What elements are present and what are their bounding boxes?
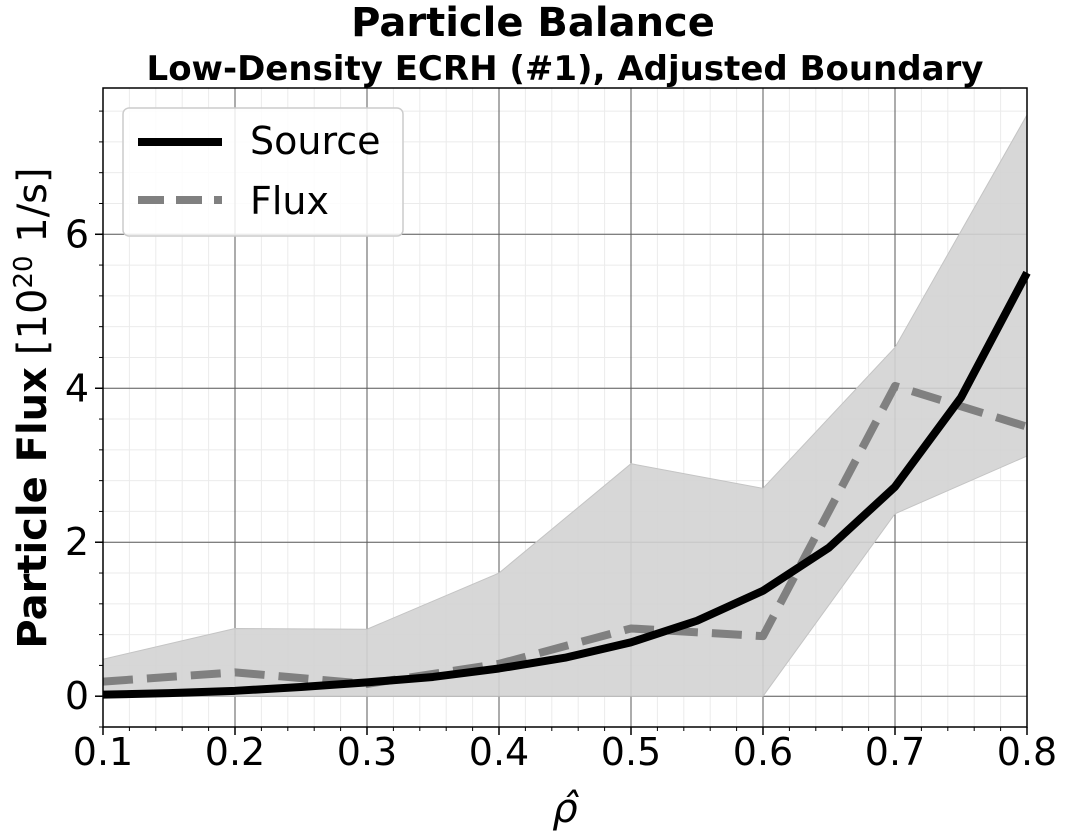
axis-ticks: 0.1 0.2 0.3 0.4 0.5 0.6 0.7 0.8 0 2 4 6 bbox=[65, 110, 1057, 774]
x-tick-label: 0.8 bbox=[997, 730, 1057, 774]
chart-subtitle: Low-Density ECRH (#1), Adjusted Boundary bbox=[147, 49, 984, 89]
series-line-source bbox=[102, 270, 1031, 699]
y-axis-label-unit-suffix: 1/s] bbox=[10, 167, 56, 255]
x-tick-label: 0.2 bbox=[205, 730, 265, 774]
legend-label-source: Source bbox=[250, 119, 381, 163]
legend-label-flux: Flux bbox=[250, 179, 329, 223]
y-axis-label-exponent: 20 bbox=[9, 255, 39, 288]
chart-title: Particle Balance bbox=[351, 0, 715, 46]
x-tick-label: 0.3 bbox=[337, 730, 397, 774]
y-tick-label: 6 bbox=[65, 212, 89, 256]
legend: Source Flux bbox=[122, 107, 404, 237]
y-axis-label: Particle Flux [1020 1/s] bbox=[9, 167, 56, 648]
x-tick-label: 0.6 bbox=[733, 730, 793, 774]
series-line-flux bbox=[102, 381, 1029, 688]
x-tick-label: 0.4 bbox=[469, 730, 529, 774]
y-axis-label-bold: Particle Flux bbox=[10, 367, 56, 649]
x-tick-label: 0.7 bbox=[865, 730, 925, 774]
x-tick-label: 0.1 bbox=[73, 730, 133, 774]
y-axis-label-units: [10 bbox=[10, 289, 56, 356]
y-tick-label: 4 bbox=[65, 366, 89, 410]
y-tick-label: 2 bbox=[65, 520, 89, 564]
y-tick-label: 0 bbox=[65, 674, 89, 718]
x-tick-label: 0.5 bbox=[601, 730, 661, 774]
x-axis-label: ρ̂ bbox=[552, 786, 579, 832]
plot-frame bbox=[102, 87, 1028, 728]
series-lines bbox=[102, 270, 1031, 699]
